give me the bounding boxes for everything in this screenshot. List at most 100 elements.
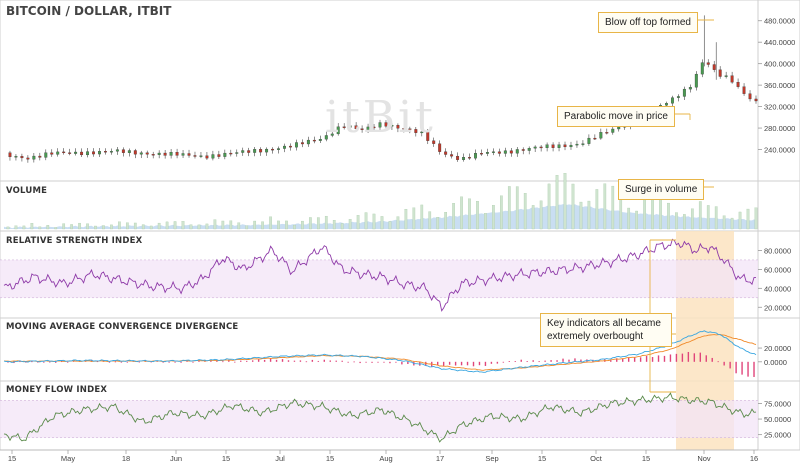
volume-bar (595, 189, 599, 230)
candle-body (38, 155, 42, 158)
volume-bar (500, 195, 503, 230)
candle-body (581, 143, 585, 145)
volume-bar (714, 206, 718, 230)
macd-histogram-bar (305, 361, 308, 363)
candle-body (676, 96, 680, 98)
macd-histogram-bar (717, 361, 719, 363)
volume-bar (404, 208, 408, 230)
candle-body (670, 97, 674, 104)
volume-bar (659, 195, 662, 230)
candle-body (259, 149, 263, 153)
annotation-blow-off-top: Blow off top formed (598, 12, 698, 33)
volume-bar (269, 216, 272, 230)
macd-histogram-bar (108, 361, 111, 363)
volume-bar (181, 221, 185, 230)
volume-bar (452, 203, 455, 230)
macd-histogram-bar (526, 361, 528, 363)
macd-histogram-bar (371, 361, 373, 363)
volume-bar (420, 204, 424, 230)
volume-bar (754, 207, 758, 230)
macd-histogram-bar (633, 356, 636, 362)
macd-histogram-bar (353, 361, 355, 363)
macd-histogram-bar (192, 361, 194, 363)
macd-histogram-bar (377, 361, 379, 363)
macd-histogram-bar (275, 359, 278, 362)
candle-body (74, 151, 78, 154)
price-tick-label: 280.0000 (764, 124, 795, 133)
rsi-tick-label: 40.0000 (764, 284, 791, 293)
candle-body (283, 145, 286, 149)
candle-body (700, 62, 704, 75)
volume-bar (523, 193, 527, 230)
macd-histogram-bar (448, 361, 451, 365)
candle-body (414, 129, 418, 133)
volume-bar (579, 201, 583, 230)
mfi-panel-title: MONEY FLOW INDEX (6, 385, 108, 395)
volume-bar (102, 225, 105, 230)
rsi-line (3, 238, 757, 312)
candle-body (474, 153, 477, 159)
macd-histogram-bar (711, 357, 713, 362)
macd-histogram-bar (269, 358, 272, 362)
volume-bar (229, 220, 233, 230)
volume-bar (380, 216, 384, 230)
price-tick-label: 320.0000 (764, 103, 795, 112)
candle-body (145, 152, 149, 155)
candle-body (44, 152, 48, 158)
rsi-band (0, 259, 758, 298)
candle-body (456, 155, 460, 160)
macd-histogram-bar (669, 354, 672, 362)
volume-bar (356, 215, 360, 230)
volume-bar (746, 208, 750, 230)
volume-bar (484, 213, 487, 230)
candle-body (450, 154, 454, 157)
volume-bar (611, 185, 615, 230)
volume-average-area (4, 204, 756, 229)
macd-histogram-bar (454, 361, 457, 366)
volume-bar (54, 227, 58, 230)
candle-body (104, 151, 107, 153)
volume-bar (396, 216, 400, 230)
chart-title: BITCOIN / DOLLAR, ITBIT (6, 4, 172, 18)
macd-histogram-bar (168, 361, 170, 363)
candle-body (98, 151, 101, 155)
x-tick-label: Jul (275, 454, 285, 463)
macd-tick-label: 0.0000 (764, 358, 787, 367)
volume-bar (436, 217, 440, 230)
macd-histogram-bar (687, 351, 690, 362)
candle-body (563, 144, 567, 148)
candle-body (151, 154, 155, 156)
macd-histogram-bar (723, 361, 725, 366)
candle-body (253, 149, 257, 153)
macd-histogram-bar (263, 359, 266, 362)
macd-histogram-bar (562, 358, 564, 362)
volume-bar (205, 223, 209, 230)
macd-histogram-bar (222, 361, 224, 363)
candle-body (390, 125, 394, 127)
candle-body (408, 128, 412, 130)
candle-body (688, 87, 692, 90)
candle-body (742, 86, 746, 94)
volume-bar (515, 186, 519, 230)
candle-body (420, 131, 424, 134)
candle-body (247, 150, 251, 153)
volume-bar (301, 220, 304, 230)
volume-bar (730, 217, 734, 230)
volume-bar (340, 223, 344, 230)
macd-histogram-bar (7, 361, 9, 363)
candle-body (557, 144, 561, 148)
candle-body (491, 151, 495, 153)
candle-body (539, 146, 543, 149)
macd-panel: 20.0000 0.0000 (3, 330, 791, 377)
candle-body (300, 142, 304, 145)
volume-bar (86, 223, 89, 230)
candle-body (533, 146, 537, 149)
volume-bar (643, 199, 646, 230)
rsi-tick-label: 60.0000 (764, 265, 791, 274)
volume-bar (78, 222, 81, 230)
candle-body (730, 75, 734, 83)
macd-histogram-bar (395, 361, 397, 363)
macd-histogram-bar (120, 361, 123, 363)
macd-histogram-bar (747, 361, 749, 377)
volume-bar (539, 200, 543, 230)
